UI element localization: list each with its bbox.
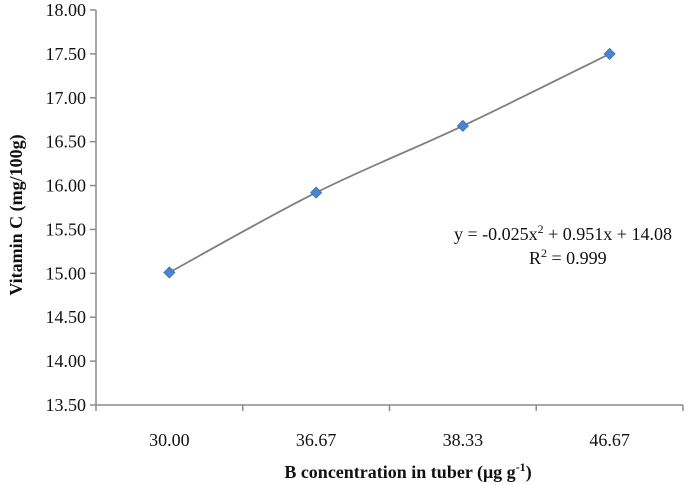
data-points — [163, 47, 616, 279]
y-axis-ticks: 13.50 14.00 14.50 15.00 15.50 16.00 16.50 17.00… — [46, 0, 96, 415]
equation-part-1: y = -0.025x — [454, 224, 538, 244]
x-tick-label: 46.67 — [589, 430, 630, 450]
equation-superscript: 2 — [538, 222, 544, 236]
y-tick-label: 17.00 — [46, 88, 87, 108]
x-tick-label: 38.33 — [443, 430, 484, 450]
r-squared-label: R2 = 0.999 — [529, 246, 607, 268]
x-axis-title-superscript: -1 — [516, 460, 526, 474]
x-axis-title: B concentration in tuber (μg g-1) — [284, 460, 531, 483]
r-squared-part-2: = 0.999 — [547, 248, 607, 268]
r-squared-part-1: R — [529, 248, 541, 268]
y-tick-label: 14.00 — [46, 351, 87, 371]
data-point-3 — [603, 47, 616, 60]
y-tick-label: 16.50 — [46, 132, 87, 152]
y-tick-label: 16.00 — [46, 176, 87, 196]
y-tick-label: 15.50 — [46, 219, 87, 239]
y-tick-label: 18.00 — [46, 0, 87, 20]
data-point-0 — [163, 266, 176, 279]
x-axis-title-suffix: ) — [526, 462, 532, 483]
x-axis-ticks: 30.00 36.67 38.33 46.67 — [95, 405, 684, 450]
y-axis-title: Vitamin C (mg/100g) — [6, 134, 27, 295]
x-axis-title-main: B concentration in tuber (μg g — [284, 462, 515, 483]
trendline — [168, 53, 611, 274]
y-tick-label: 15.00 — [46, 263, 87, 283]
y-tick-label: 17.50 — [46, 44, 87, 64]
y-tick-label: 13.50 — [46, 395, 87, 415]
data-point-2 — [456, 119, 469, 132]
r-squared-superscript: 2 — [541, 246, 547, 260]
data-point-1 — [310, 186, 323, 199]
x-tick-label: 30.00 — [149, 430, 190, 450]
equation-part-2: + 0.951x + 14.08 — [544, 224, 672, 244]
trendline-equation: y = -0.025x2 + 0.951x + 14.08 — [454, 222, 672, 244]
x-tick-label: 36.67 — [296, 430, 337, 450]
y-tick-label: 14.50 — [46, 307, 87, 327]
